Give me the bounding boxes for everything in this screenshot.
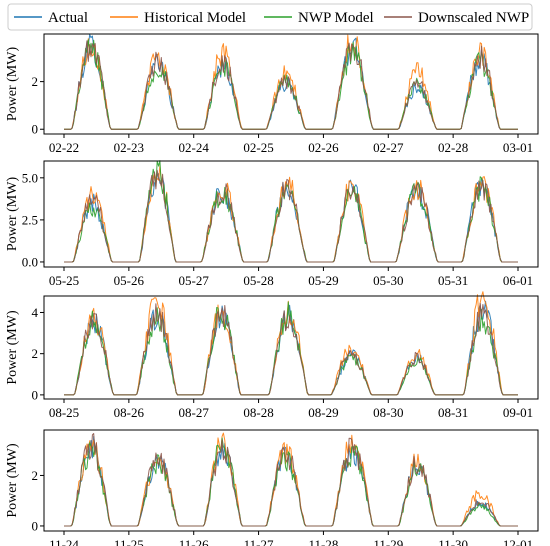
y-tick-label-2.5: 2.5 <box>22 212 38 227</box>
x-tick-label-02-26: 02-26 <box>308 140 339 155</box>
y-tick-label-2: 2 <box>32 468 39 483</box>
panels: 02-22 02-23 02-24 02-25 02-26 02-27 02-28 03-01… <box>5 33 539 546</box>
x-tick-label-08-31: 08-31 <box>438 405 468 420</box>
legend-label-historical-model: Historical Model <box>144 10 246 26</box>
x-tick-label-11-24: 11-24 <box>49 537 79 546</box>
x-tick-label-08-28: 08-28 <box>243 405 273 420</box>
series-line-historical-model <box>64 34 518 130</box>
x-tick-label-11-30: 11-30 <box>438 537 468 546</box>
panel-3: 08-25 08-26 08-27 08-28 08-29 08-30 08-31 09-01… <box>5 291 539 420</box>
series-line-historical-model <box>64 291 518 396</box>
x-tick-label-05-29: 05-29 <box>308 273 338 288</box>
axes-frame <box>43 160 539 268</box>
x-tick-label-08-29: 08-29 <box>308 405 338 420</box>
x-tick-label-05-27: 05-27 <box>179 273 210 288</box>
y-tick-label-0.0: 0.0 <box>22 254 38 269</box>
x-tick-label-11-27: 11-27 <box>244 537 274 546</box>
x-tick-label-02-23: 02-23 <box>114 140 144 155</box>
y-tick-label-5.0: 5.0 <box>22 170 38 185</box>
y-tick-label-0: 0 <box>32 518 39 533</box>
x-tick-label-02-24: 02-24 <box>179 140 210 155</box>
series-line-downscaled-nwp <box>64 433 518 527</box>
axes-frame <box>43 33 539 135</box>
y-tick-label-0: 0 <box>32 122 39 137</box>
y-tick-label-0: 0 <box>32 387 39 402</box>
x-tick-label-08-27: 08-27 <box>179 405 210 420</box>
x-tick-label-02-22: 02-22 <box>49 140 79 155</box>
legend: Actual Historical Model NWP Model Downsc… <box>7 3 533 31</box>
series-line-historical-model <box>64 165 518 263</box>
y-tick-label-2: 2 <box>32 346 39 361</box>
x-tick-label-02-27: 02-27 <box>373 140 404 155</box>
legend-label-downscaled-nwp: Downscaled NWP <box>418 10 529 26</box>
series-line-downscaled-nwp <box>64 169 518 263</box>
x-tick-label-08-26: 08-26 <box>114 405 145 420</box>
x-tick-label-08-30: 08-30 <box>373 405 403 420</box>
x-tick-label-02-28: 02-28 <box>438 140 468 155</box>
axes-frame <box>43 429 539 532</box>
x-tick-label-05-31: 05-31 <box>438 273 468 288</box>
x-tick-label-03-01: 03-01 <box>503 140 533 155</box>
x-tick-label-09-01: 09-01 <box>503 405 533 420</box>
x-tick-label-08-25: 08-25 <box>49 405 79 420</box>
series-line-nwp-model <box>64 160 518 263</box>
axes-frame <box>43 295 539 400</box>
x-tick-label-05-30: 05-30 <box>373 273 403 288</box>
series-line-nwp-model <box>64 39 518 130</box>
x-tick-label-11-25: 11-25 <box>114 537 144 546</box>
y-axis-label: Power (MW) <box>5 443 20 518</box>
x-tick-label-11-28: 11-28 <box>308 537 338 546</box>
panel-1: 02-22 02-23 02-24 02-25 02-26 02-27 02-28 03-01… <box>5 33 539 155</box>
panel-2: 05-25 05-26 05-27 05-28 05-29 05-30 05-31 06-01… <box>5 160 539 288</box>
series-line-downscaled-nwp <box>64 40 518 130</box>
x-tick-label-11-29: 11-29 <box>373 537 403 546</box>
y-tick-label-2: 2 <box>32 74 39 89</box>
series-line-downscaled-nwp <box>64 302 518 396</box>
y-axis-label: Power (MW) <box>5 177 20 252</box>
x-tick-label-06-01: 06-01 <box>503 273 533 288</box>
x-tick-label-05-28: 05-28 <box>243 273 273 288</box>
y-axis-label: Power (MW) <box>5 310 20 385</box>
x-tick-label-12-01: 12-01 <box>503 537 533 546</box>
legend-label-nwp-model: NWP Model <box>298 10 374 26</box>
x-tick-label-11-26: 11-26 <box>179 537 209 546</box>
x-tick-label-05-26: 05-26 <box>114 273 145 288</box>
series-line-historical-model <box>64 432 518 527</box>
series-line-actual <box>64 34 518 130</box>
x-tick-label-05-25: 05-25 <box>49 273 79 288</box>
x-tick-label-02-25: 02-25 <box>243 140 273 155</box>
legend-label-actual: Actual <box>48 10 88 26</box>
y-axis-label: Power (MW) <box>5 47 20 122</box>
panel-4: 11-24 11-25 11-26 11-27 11-28 11-29 11-30 12-01… <box>5 429 539 546</box>
y-tick-label-4: 4 <box>32 305 39 320</box>
series-line-nwp-model <box>64 301 518 396</box>
